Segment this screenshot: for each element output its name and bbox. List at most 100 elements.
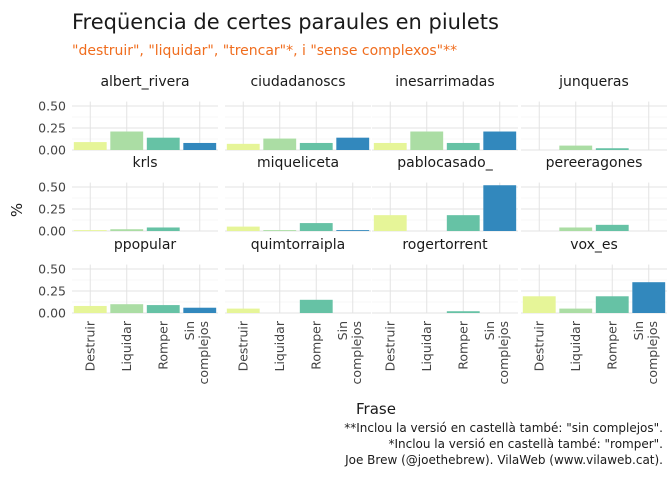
bar — [483, 131, 517, 150]
bar — [263, 230, 297, 231]
bar — [110, 131, 144, 150]
bar — [522, 296, 556, 313]
bar — [73, 142, 107, 150]
facet-strip-label: vox_es — [570, 237, 618, 253]
facets-layer: albert_rivera 0.00 0.25 0.50 ciudadanoscs ine… — [38, 74, 667, 384]
x-tick-label: complejos — [196, 321, 211, 384]
y-tick-label: 0.25 — [38, 202, 66, 217]
facet-strip-label: ciudadanoscs — [250, 74, 345, 90]
x-tick-label: Destruir — [82, 320, 97, 371]
facet-panel: inesarrimadas — [372, 74, 518, 151]
facet-panel: krls 0.00 0.25 0.50 — [38, 155, 218, 239]
bar — [110, 304, 144, 313]
facet-strip-label: pablocasado_ — [397, 155, 493, 171]
bar — [299, 223, 333, 231]
x-tick-label: complejos — [496, 321, 511, 384]
bar — [559, 308, 593, 313]
y-axis-label: % — [8, 203, 26, 217]
bar — [336, 230, 370, 231]
y-tick-label: 0.00 — [38, 224, 66, 239]
x-tick-label: Liquidar — [568, 320, 583, 371]
bar — [446, 142, 480, 150]
facet-panel: miqueliceta — [225, 155, 371, 232]
y-tick-label: 0.50 — [38, 262, 66, 277]
x-tick-label: Sin — [182, 321, 197, 340]
bar — [146, 227, 180, 231]
y-tick-label: 0.00 — [38, 143, 66, 158]
x-tick-label: Sin — [631, 321, 646, 340]
facet-strip-label: quimtorraipla — [251, 237, 345, 253]
bar — [632, 282, 666, 313]
x-tick-label: Liquidar — [419, 320, 434, 371]
bar — [595, 296, 629, 313]
y-tick-label: 0.00 — [38, 306, 66, 321]
caption-line-2: *Inclou la versió en castellà també: "ro… — [388, 437, 663, 451]
facet-strip-label: junqueras — [558, 74, 629, 90]
facet-strip-label: miqueliceta — [257, 155, 339, 171]
x-tick-label: Romper — [455, 320, 470, 370]
bar — [446, 311, 480, 313]
bar — [183, 307, 217, 313]
bar — [559, 227, 593, 231]
bar — [226, 143, 260, 150]
y-tick-label: 0.50 — [38, 180, 66, 195]
bar — [226, 308, 260, 313]
facet-strip-label: inesarrimadas — [395, 74, 494, 90]
y-tick-label: 0.25 — [38, 284, 66, 299]
x-tick-label: Liquidar — [272, 320, 287, 371]
y-tick-label: 0.25 — [38, 121, 66, 136]
x-tick-label: complejos — [349, 321, 364, 384]
bar — [559, 145, 593, 150]
bar — [410, 131, 444, 150]
x-tick-label: Destruir — [382, 320, 397, 371]
x-tick-label: Romper — [604, 320, 619, 370]
bar — [110, 229, 144, 231]
facet-panel: ciudadanoscs — [225, 74, 371, 151]
facet-panel: junqueras — [521, 74, 667, 151]
facet-panel: ppopular 0.00 0.25 0.50 Destruir Liquidar Romp… — [38, 237, 218, 384]
bar — [595, 224, 629, 231]
bar — [446, 215, 480, 231]
x-tick-label: Sin — [335, 321, 350, 340]
bar — [226, 226, 260, 231]
facet-panel: rogertorrent Destruir Liquidar Romper Sin com… — [372, 237, 518, 384]
y-tick-label: 0.50 — [38, 99, 66, 114]
x-tick-label: Liquidar — [119, 320, 134, 371]
x-tick-label: Destruir — [235, 320, 250, 371]
x-tick-label: Destruir — [531, 320, 546, 371]
facet-strip-label: ppopular — [114, 237, 177, 253]
bar — [299, 142, 333, 150]
facet-strip-label: rogertorrent — [402, 237, 488, 253]
x-tick-label: complejos — [645, 321, 660, 384]
x-tick-label: Romper — [155, 320, 170, 370]
facet-panel: vox_es Destruir Liquidar Romper Sin complejos — [521, 237, 667, 384]
facet-strip-label: krls — [132, 155, 157, 171]
bar — [299, 299, 333, 313]
bar — [336, 137, 370, 150]
bar — [595, 148, 629, 150]
caption-line-3: Joe Brew (@joethebrew). VilaWeb (www.vil… — [344, 453, 663, 467]
bar — [73, 230, 107, 231]
bar — [373, 142, 407, 150]
x-tick-label: Romper — [308, 320, 323, 370]
caption-line-1: **Inclou la versió en castellà també: "s… — [344, 421, 663, 435]
bar — [373, 215, 407, 231]
bar — [146, 305, 180, 313]
bar — [263, 138, 297, 150]
chart-title: Freqüencia de certes paraules en piulets — [72, 10, 499, 34]
facet-panel: pereeragones — [521, 155, 667, 232]
facet-strip-label: pereeragones — [546, 155, 643, 171]
facet-panel: albert_rivera 0.00 0.25 0.50 — [38, 74, 218, 158]
facet-panel: quimtorraipla Destruir Liquidar Romper Sin co… — [225, 237, 371, 384]
bar — [73, 305, 107, 313]
x-axis-label: Frase — [356, 400, 396, 418]
x-tick-label: Sin — [482, 321, 497, 340]
facet-strip-label: albert_rivera — [100, 74, 189, 90]
chart-subtitle: "destruir", "liquidar", "trencar"*, i "s… — [72, 43, 457, 59]
bar — [146, 137, 180, 150]
bar — [483, 185, 517, 231]
facet-panel: pablocasado_ — [372, 155, 518, 232]
bar — [183, 142, 217, 150]
